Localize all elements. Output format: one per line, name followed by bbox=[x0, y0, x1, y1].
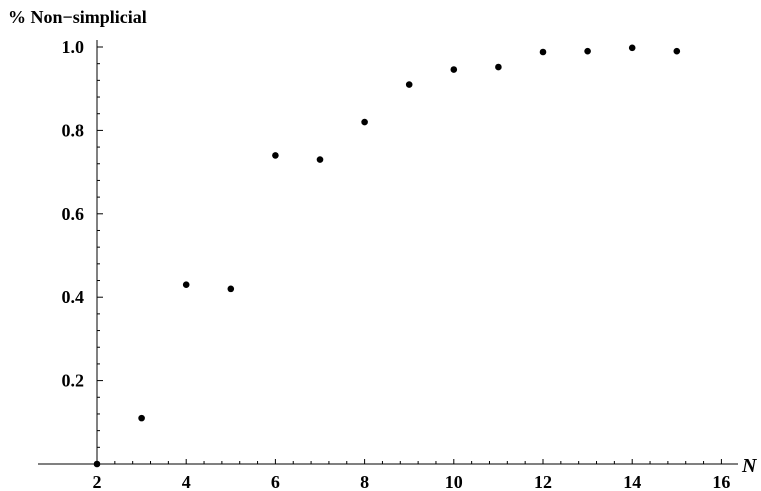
y-tick-label: 0.6 bbox=[62, 204, 85, 224]
x-axis-title: N bbox=[741, 455, 758, 477]
x-axis: 2 4 6 8 10 12 14 16 N bbox=[38, 455, 758, 491]
x-tick-label: 2 bbox=[93, 472, 102, 491]
y-ticks: 0.2 0.4 0.6 0.8 1.0 bbox=[62, 37, 103, 448]
y-tick-label: 1.0 bbox=[62, 37, 85, 57]
data-point bbox=[673, 47, 681, 55]
data-point bbox=[539, 48, 547, 56]
y-axis: 0.2 0.4 0.6 0.8 1.0 % Non−simplicial bbox=[8, 7, 147, 464]
x-tick-label: 12 bbox=[534, 472, 552, 491]
data-point bbox=[316, 156, 324, 163]
x-tick-label: 6 bbox=[271, 472, 280, 491]
x-tick-label: 16 bbox=[712, 472, 730, 491]
data-point bbox=[182, 281, 190, 288]
y-tick-label: 0.4 bbox=[62, 287, 85, 307]
y-tick-label: 0.2 bbox=[62, 371, 85, 391]
data-points bbox=[93, 44, 681, 468]
data-point bbox=[361, 118, 368, 126]
x-ticks: 2 4 6 8 10 12 14 16 bbox=[93, 459, 730, 491]
x-tick-label: 14 bbox=[623, 472, 641, 491]
data-point bbox=[272, 152, 279, 159]
data-point bbox=[227, 285, 235, 293]
x-tick-label: 4 bbox=[182, 472, 191, 491]
data-point bbox=[584, 47, 591, 55]
y-tick-label: 0.8 bbox=[62, 120, 85, 140]
data-point bbox=[93, 460, 101, 468]
x-tick-label: 8 bbox=[360, 472, 369, 491]
data-point bbox=[138, 414, 145, 422]
data-point bbox=[405, 81, 413, 88]
data-point bbox=[495, 63, 502, 71]
data-point bbox=[628, 44, 636, 52]
x-tick-label: 10 bbox=[445, 472, 463, 491]
y-axis-title: % Non−simplicial bbox=[8, 7, 147, 27]
data-point bbox=[450, 66, 458, 73]
